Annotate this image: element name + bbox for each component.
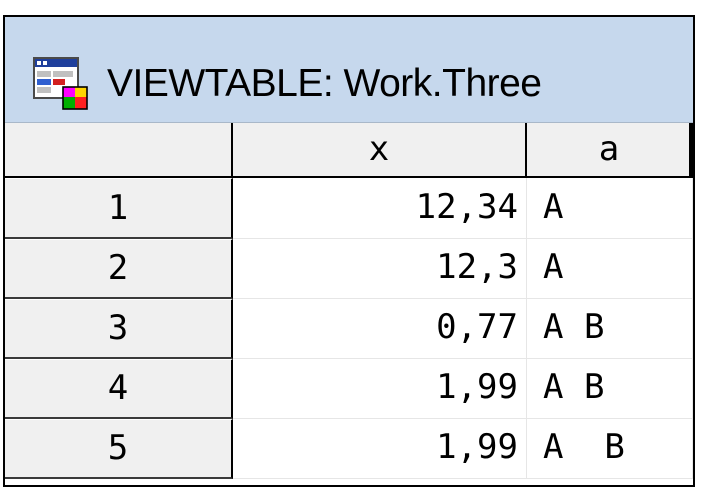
row-header[interactable]: 1 <box>5 178 233 239</box>
row-header[interactable]: 5 <box>5 419 233 479</box>
cell-x[interactable]: 1,99 <box>233 359 527 419</box>
cell-x[interactable]: 12,34 <box>233 178 527 239</box>
row-header[interactable]: 2 <box>5 239 233 299</box>
grid-corner-header[interactable] <box>5 123 233 178</box>
cell-a[interactable]: A B <box>527 419 693 479</box>
viewtable-frame: VIEWTABLE: Work.Three x a 1 12,34 A 2 12… <box>3 15 695 487</box>
window-titlebar[interactable]: VIEWTABLE: Work.Three <box>5 17 693 123</box>
data-grid: x a 1 12,34 A 2 12,3 A 3 0,77 A B 4 1,99… <box>5 123 693 485</box>
cell-x[interactable]: 0,77 <box>233 299 527 359</box>
cell-a[interactable]: A B <box>527 359 693 419</box>
cell-x[interactable]: 12,3 <box>233 239 527 299</box>
row-header[interactable]: 3 <box>5 299 233 359</box>
window-title: VIEWTABLE: Work.Three <box>107 62 542 105</box>
cell-a[interactable]: A <box>527 239 693 299</box>
row-header[interactable]: 4 <box>5 359 233 419</box>
column-header-x[interactable]: x <box>233 123 527 178</box>
cell-a[interactable]: A B <box>527 299 693 359</box>
sas-viewtable-icon <box>33 57 88 110</box>
cell-x[interactable]: 1,99 <box>233 419 527 479</box>
column-header-a[interactable]: a <box>527 123 693 178</box>
cell-a[interactable]: A <box>527 178 693 239</box>
